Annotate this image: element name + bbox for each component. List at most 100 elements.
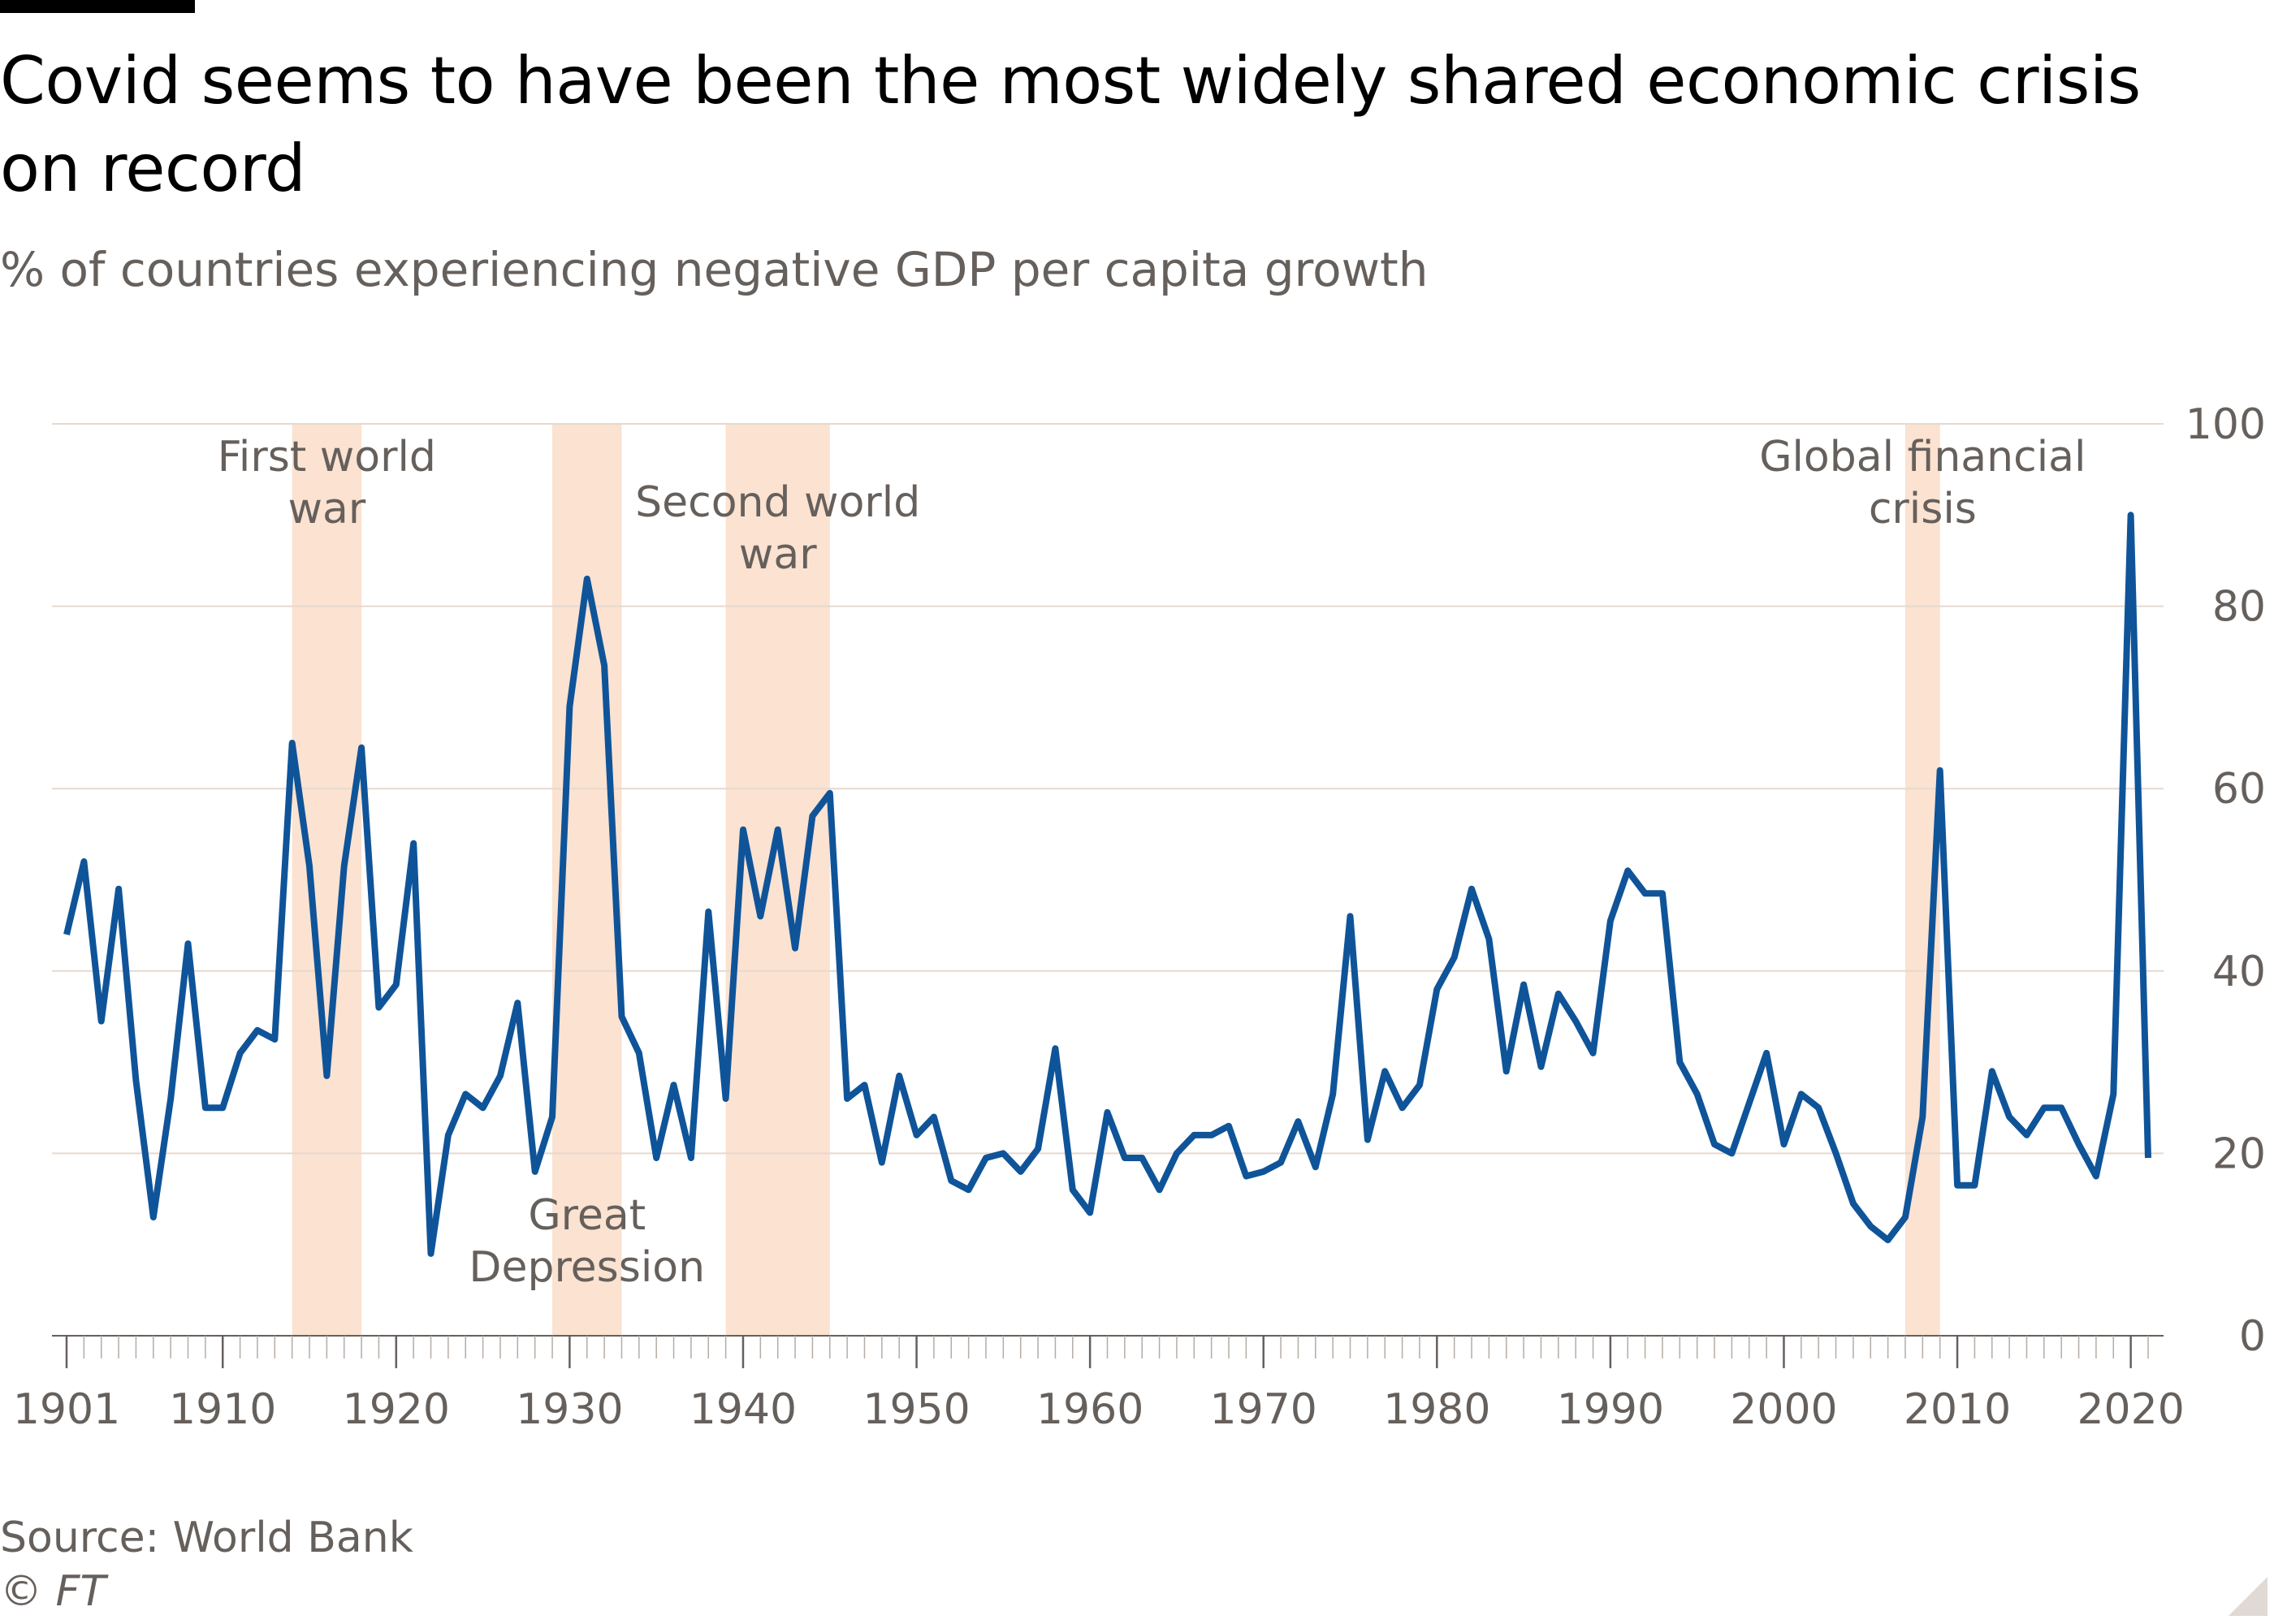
period-label: First world xyxy=(218,433,436,482)
period-label: Great xyxy=(528,1191,646,1240)
data-point xyxy=(446,1133,451,1138)
shaded-periods xyxy=(292,424,1940,1336)
data-point xyxy=(1972,1183,1977,1188)
data-point xyxy=(619,1014,624,1019)
brand-bar xyxy=(0,0,195,13)
data-point xyxy=(1868,1224,1873,1229)
data-point xyxy=(1625,868,1630,873)
x-tick-label: 2010 xyxy=(1904,1385,2011,1434)
data-point xyxy=(1313,1164,1318,1169)
data-point xyxy=(498,1073,503,1078)
data-point xyxy=(949,1178,953,1183)
data-point xyxy=(1105,1110,1110,1115)
data-point xyxy=(1903,1215,1908,1220)
data-point xyxy=(1226,1124,1231,1129)
data-point xyxy=(1001,1151,1005,1155)
data-point xyxy=(238,1051,243,1056)
data-point xyxy=(1556,991,1561,996)
data-point xyxy=(429,1251,434,1256)
y-axis: 0 20 40 60 80 100 xyxy=(2185,400,2266,1361)
data-point xyxy=(1729,1151,1734,1155)
data-point xyxy=(1434,987,1439,991)
data-point xyxy=(255,1028,260,1033)
gridlines xyxy=(52,423,2164,1155)
data-point xyxy=(1712,1142,1717,1147)
data-point xyxy=(1209,1133,1214,1138)
data-point xyxy=(1938,768,1943,773)
data-point xyxy=(1382,1069,1387,1073)
data-point xyxy=(1278,1160,1283,1165)
data-point xyxy=(1504,1069,1509,1073)
data-point xyxy=(1677,1060,1682,1065)
data-point xyxy=(706,909,711,914)
data-point xyxy=(1955,1183,1960,1188)
x-tick-label: 1901 xyxy=(13,1385,120,1434)
data-point xyxy=(793,946,798,951)
x-tick-label: 1930 xyxy=(516,1385,623,1434)
data-point xyxy=(1816,1105,1821,1110)
period-label: war xyxy=(287,485,365,533)
data-point xyxy=(2111,1091,2116,1096)
x-tick-label: 1940 xyxy=(690,1385,797,1434)
data-point xyxy=(463,1091,468,1096)
data-point xyxy=(1400,1105,1405,1110)
data-point xyxy=(533,1169,538,1174)
data-point xyxy=(1053,1046,1057,1051)
data-point xyxy=(1452,955,1457,960)
data-point xyxy=(880,1160,884,1165)
data-point xyxy=(1365,1138,1370,1142)
data-point xyxy=(1139,1155,1144,1160)
x-tick-label: 2020 xyxy=(2077,1385,2184,1434)
data-point xyxy=(376,1005,381,1010)
data-point xyxy=(1157,1187,1162,1192)
y-tick-label: 20 xyxy=(2212,1129,2266,1178)
x-tick-label: 2000 xyxy=(1730,1385,1837,1434)
data-point xyxy=(689,1155,694,1160)
data-point xyxy=(1834,1151,1839,1155)
data-point xyxy=(776,827,780,832)
data-point xyxy=(116,887,121,892)
data-point xyxy=(810,814,815,818)
y-tick-label: 60 xyxy=(2212,765,2266,814)
data-point xyxy=(2059,1105,2064,1110)
x-tick-label: 1970 xyxy=(1210,1385,1317,1434)
data-point xyxy=(567,704,572,709)
data-point xyxy=(342,864,347,869)
data-point xyxy=(168,1096,173,1101)
data-point xyxy=(1781,1142,1786,1147)
data-point xyxy=(1330,1091,1335,1096)
data-point xyxy=(64,932,69,937)
data-point xyxy=(1070,1187,1075,1192)
data-point xyxy=(1018,1169,1023,1174)
data-point xyxy=(515,1000,520,1005)
data-point xyxy=(758,914,763,918)
data-point xyxy=(672,1082,677,1087)
data-point xyxy=(411,841,416,846)
data-point xyxy=(1486,936,1491,941)
data-point xyxy=(1122,1155,1127,1160)
series-line-1 xyxy=(63,512,2151,1257)
data-point xyxy=(1035,1147,1040,1151)
copyright-note: © FT xyxy=(0,1567,106,1616)
data-point xyxy=(1747,1101,1752,1106)
data-point xyxy=(1695,1091,1700,1096)
data-point xyxy=(914,1133,919,1138)
data-point xyxy=(1087,1210,1092,1215)
y-tick-label: 0 xyxy=(2239,1312,2266,1361)
data-point xyxy=(2042,1105,2047,1110)
data-point xyxy=(1643,891,1648,896)
data-point xyxy=(1261,1169,1266,1174)
x-axis: 1901 1910 1920 1930 1940 1950 1960 1970 1980 1990… xyxy=(13,1335,2185,1434)
data-point xyxy=(585,577,590,581)
data-point xyxy=(2007,1114,2012,1119)
y-tick-label: 80 xyxy=(2212,583,2266,632)
data-point xyxy=(359,745,364,750)
data-point xyxy=(2024,1133,2029,1138)
data-point xyxy=(151,1215,156,1220)
data-point xyxy=(1573,1019,1578,1024)
data-point xyxy=(966,1187,971,1192)
data-point xyxy=(2077,1142,2082,1147)
data-point xyxy=(186,941,191,946)
